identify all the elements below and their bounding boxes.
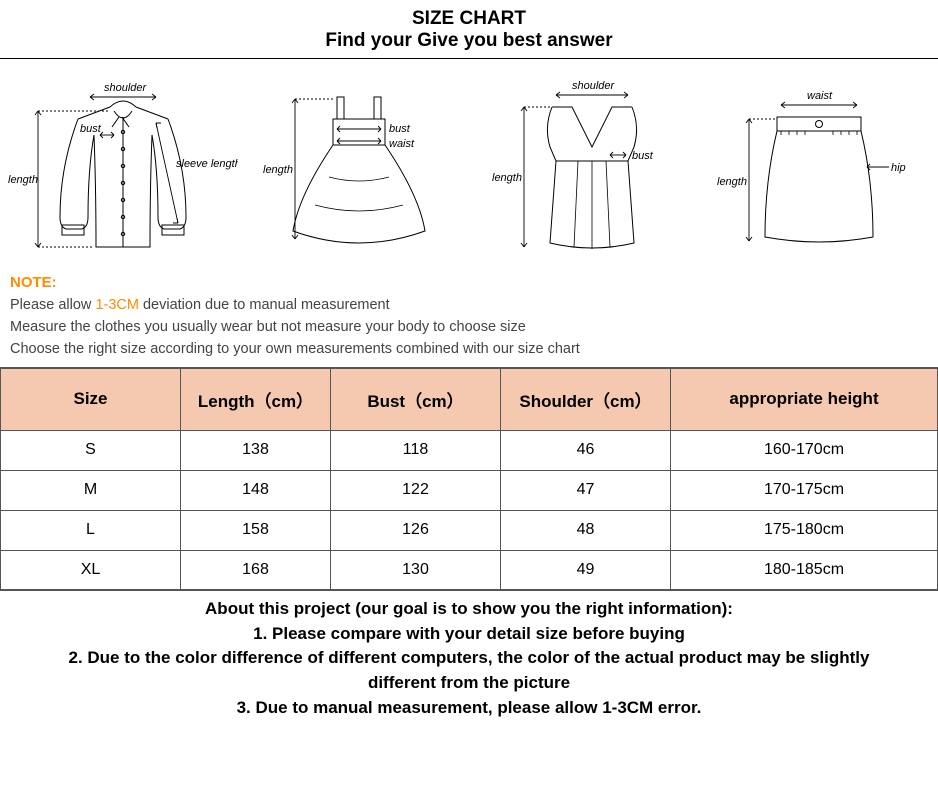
label-waist: waist xyxy=(389,138,415,150)
label-bust: bust xyxy=(632,150,654,162)
note-line-2: Measure the clothes you usually wear but… xyxy=(10,319,928,335)
header: SIZE CHART Find your Give you best answe… xyxy=(0,0,938,59)
size-table: Size Length（cm） Bust（cm） Shoulder（cm） ap… xyxy=(0,367,938,591)
table-row: L15812648175-180cm xyxy=(1,510,938,550)
table-row: S13811846160-170cm xyxy=(1,430,938,470)
col-bust: Bust（cm） xyxy=(331,368,501,430)
diagram-top: shoulder bust length xyxy=(469,77,700,262)
diagram-dress: bust waist length xyxy=(239,77,470,262)
footer-line: 2. Due to the color difference of differ… xyxy=(4,646,934,671)
table-row: M14812247170-175cm xyxy=(1,470,938,510)
label-shoulder: shoulder xyxy=(572,80,616,92)
footer-line: About this project (our goal is to show … xyxy=(4,597,934,622)
footer-line: 3. Due to manual measurement, please all… xyxy=(4,696,934,721)
diagram-blouse: shoulder bust sleeve length length xyxy=(8,77,239,262)
note-line-1: Please allow 1-3CM deviation due to manu… xyxy=(10,297,928,313)
col-length: Length（cm） xyxy=(181,368,331,430)
footer-line: different from the picture xyxy=(4,671,934,696)
label-length: length xyxy=(8,174,38,186)
label-length: length xyxy=(492,172,522,184)
label-bust: bust xyxy=(389,123,411,135)
label-length: length xyxy=(263,164,293,176)
table-row: XL16813049180-185cm xyxy=(1,550,938,590)
page-subtitle: Find your Give you best answer xyxy=(0,30,938,52)
note-line-3: Choose the right size according to your … xyxy=(10,341,928,357)
page-title: SIZE CHART xyxy=(0,8,938,30)
label-waist: waist xyxy=(807,90,833,102)
col-shoulder: Shoulder（cm） xyxy=(501,368,671,430)
footer-notes: About this project (our goal is to show … xyxy=(0,591,938,726)
label-shoulder: shoulder xyxy=(104,82,148,94)
table-header-row: Size Length（cm） Bust（cm） Shoulder（cm） ap… xyxy=(1,368,938,430)
col-size: Size xyxy=(1,368,181,430)
diagram-skirt: waist hip length xyxy=(700,77,931,262)
label-bust: bust xyxy=(80,123,102,135)
label-length: length xyxy=(717,176,747,188)
col-height: appropriate height xyxy=(671,368,938,430)
label-sleeve: sleeve length xyxy=(176,158,238,170)
footer-line: 1. Please compare with your detail size … xyxy=(4,622,934,647)
diagram-row: shoulder bust sleeve length length bus xyxy=(0,59,938,270)
note-section: NOTE: Please allow 1-3CM deviation due t… xyxy=(0,270,938,367)
note-label: NOTE: xyxy=(10,274,928,291)
label-hip: hip xyxy=(891,162,906,174)
